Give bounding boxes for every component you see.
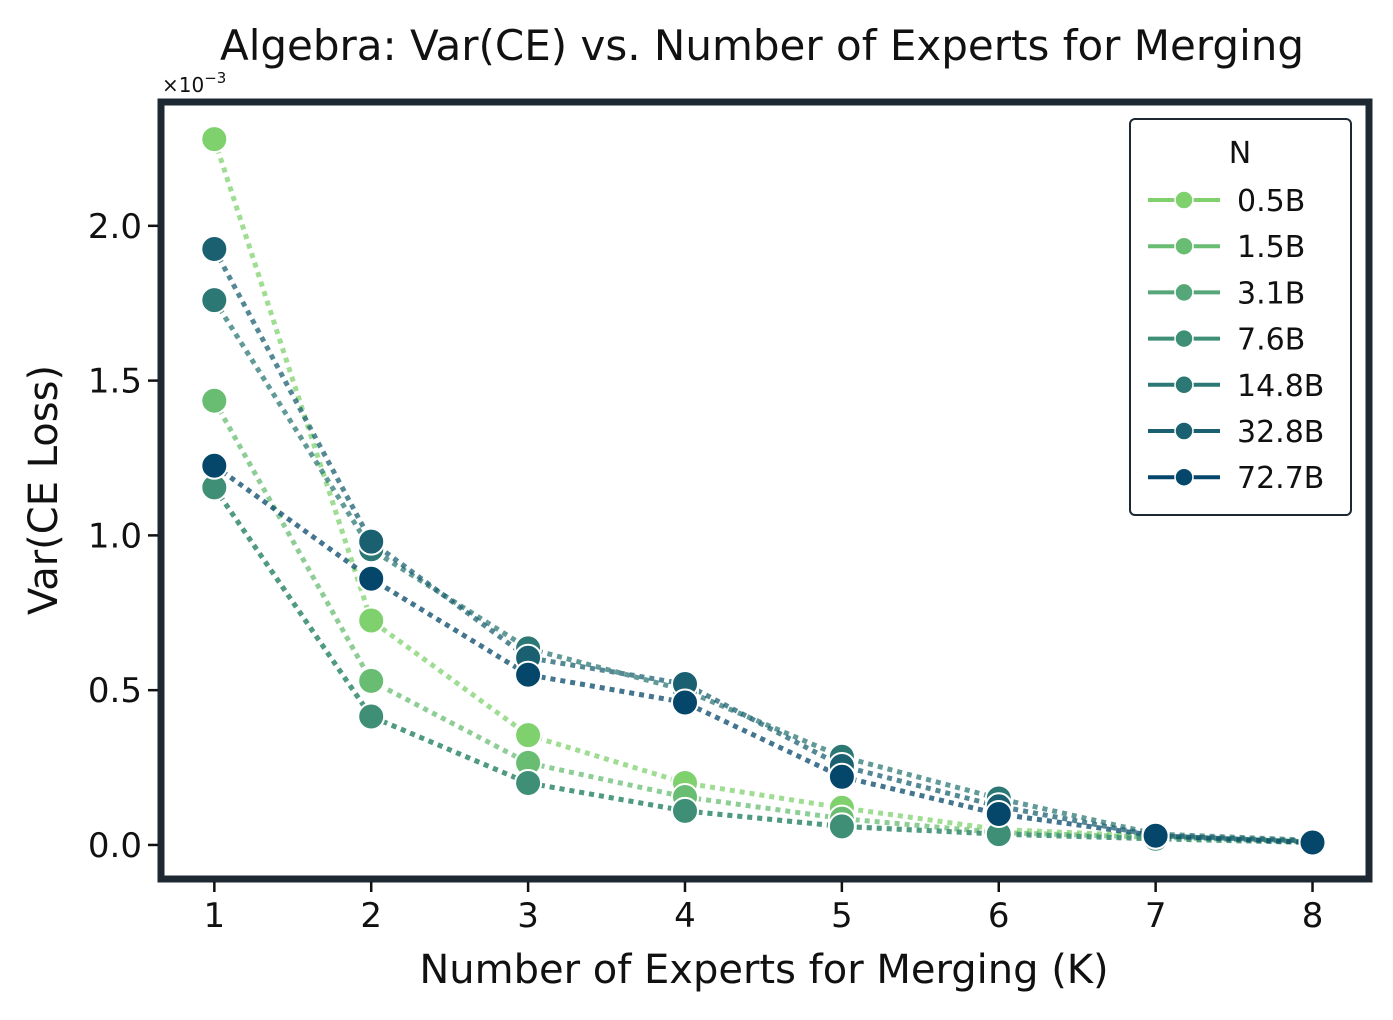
data-point-32.8B xyxy=(357,527,386,556)
y-axis-ticks: 0.0 0.5 1.0 1.5 2.0 xyxy=(88,207,158,866)
legend-label: 72.7B xyxy=(1237,461,1324,496)
legend-label: 7.6B xyxy=(1237,323,1305,358)
y-tick-label: 0.5 xyxy=(88,671,142,711)
data-point-1.5B xyxy=(200,386,229,415)
series-line-32.8B xyxy=(212,247,1313,844)
data-point-7.6B xyxy=(671,796,699,825)
y-tick-label: 1.0 xyxy=(88,516,142,556)
legend-item-3.1B: 3.1B xyxy=(1148,276,1305,311)
x-tick-label: 7 xyxy=(1145,896,1167,936)
data-point-72.7B xyxy=(984,800,1013,828)
legend-label: 32.8B xyxy=(1237,415,1324,450)
series-line-0.5B xyxy=(211,138,1313,845)
y-tick-label: 1.5 xyxy=(88,362,142,402)
data-point-72.7B xyxy=(514,660,543,689)
x-tick-label: 5 xyxy=(831,896,853,936)
legend-item-72.7B: 72.7B xyxy=(1148,461,1324,496)
x-tick-label: 4 xyxy=(674,896,696,936)
data-point-72.7B xyxy=(671,688,699,717)
legend-item-0.5B: 0.5B xyxy=(1148,184,1305,219)
series-line-7.6B xyxy=(212,485,1313,845)
data-point-72.7B xyxy=(1298,828,1327,857)
y-axis-multiplier-base: ×10 xyxy=(162,73,204,97)
series-line-1.5B xyxy=(212,399,1313,845)
legend-label: 0.5B xyxy=(1237,184,1305,219)
x-tick-label: 8 xyxy=(1302,896,1324,936)
data-point-72.7B xyxy=(1141,821,1170,850)
x-tick-label: 1 xyxy=(204,896,226,936)
data-point-7.6B xyxy=(514,769,543,797)
data-point-72.7B xyxy=(357,564,386,593)
y-tick-label: 0.0 xyxy=(88,826,142,866)
data-point-72.7B xyxy=(200,451,229,480)
data-point-0.5B xyxy=(357,606,386,635)
legend-item-14.8B: 14.8B xyxy=(1148,369,1324,404)
x-tick-label: 3 xyxy=(517,896,539,936)
plot-lines xyxy=(211,138,1313,845)
legend-item-7.6B: 7.6B xyxy=(1148,323,1305,358)
legend: N 0.5B 1.5B 3.1B 7.6B 14.8B 32.8B 72.7B xyxy=(1129,118,1352,516)
x-tick-label: 2 xyxy=(360,896,382,936)
y-axis-multiplier-exponent: −3 xyxy=(204,69,226,87)
y-tick-label: 2.0 xyxy=(88,207,142,247)
legend-items: 0.5B 1.5B 3.1B 7.6B 14.8B 32.8B 72.7B xyxy=(1148,184,1324,496)
data-point-7.6B xyxy=(357,702,386,731)
x-tick-label: 6 xyxy=(988,896,1010,936)
plot-frame xyxy=(157,98,1373,883)
data-point-7.6B xyxy=(827,812,856,841)
x-axis-label: Number of Experts for Merging (K) xyxy=(419,947,1108,993)
series-line-72.7B xyxy=(212,463,1313,845)
legend-box xyxy=(1129,118,1352,516)
data-point-0.5B xyxy=(514,721,543,750)
y-axis-label: Var(CE Loss) xyxy=(21,365,67,615)
legend-label: 1.5B xyxy=(1237,230,1305,265)
legend-marker xyxy=(1174,328,1194,349)
legend-marker xyxy=(1174,282,1194,303)
y-axis-multiplier: ×10−3 xyxy=(162,69,226,97)
legend-marker xyxy=(1174,467,1194,487)
data-point-1.5B xyxy=(357,666,386,695)
data-point-0.5B xyxy=(200,125,229,154)
x-axis-ticks: 1 2 3 4 5 6 7 8 xyxy=(204,882,1324,936)
legend-label: 14.8B xyxy=(1237,369,1324,404)
data-point-14.8B xyxy=(200,286,229,315)
legend-marker xyxy=(1174,190,1194,210)
legend-title: N xyxy=(1229,136,1251,171)
data-point-32.8B xyxy=(200,235,229,263)
legend-item-1.5B: 1.5B xyxy=(1148,230,1305,265)
legend-marker xyxy=(1174,421,1194,441)
legend-marker xyxy=(1174,375,1194,395)
legend-marker xyxy=(1174,236,1194,256)
plot-markers xyxy=(200,125,1327,857)
data-point-72.7B xyxy=(827,762,856,791)
chart-title: Algebra: Var(CE) vs. Number of Experts f… xyxy=(220,21,1304,70)
legend-item-32.8B: 32.8B xyxy=(1148,415,1324,450)
legend-label: 3.1B xyxy=(1237,276,1305,311)
